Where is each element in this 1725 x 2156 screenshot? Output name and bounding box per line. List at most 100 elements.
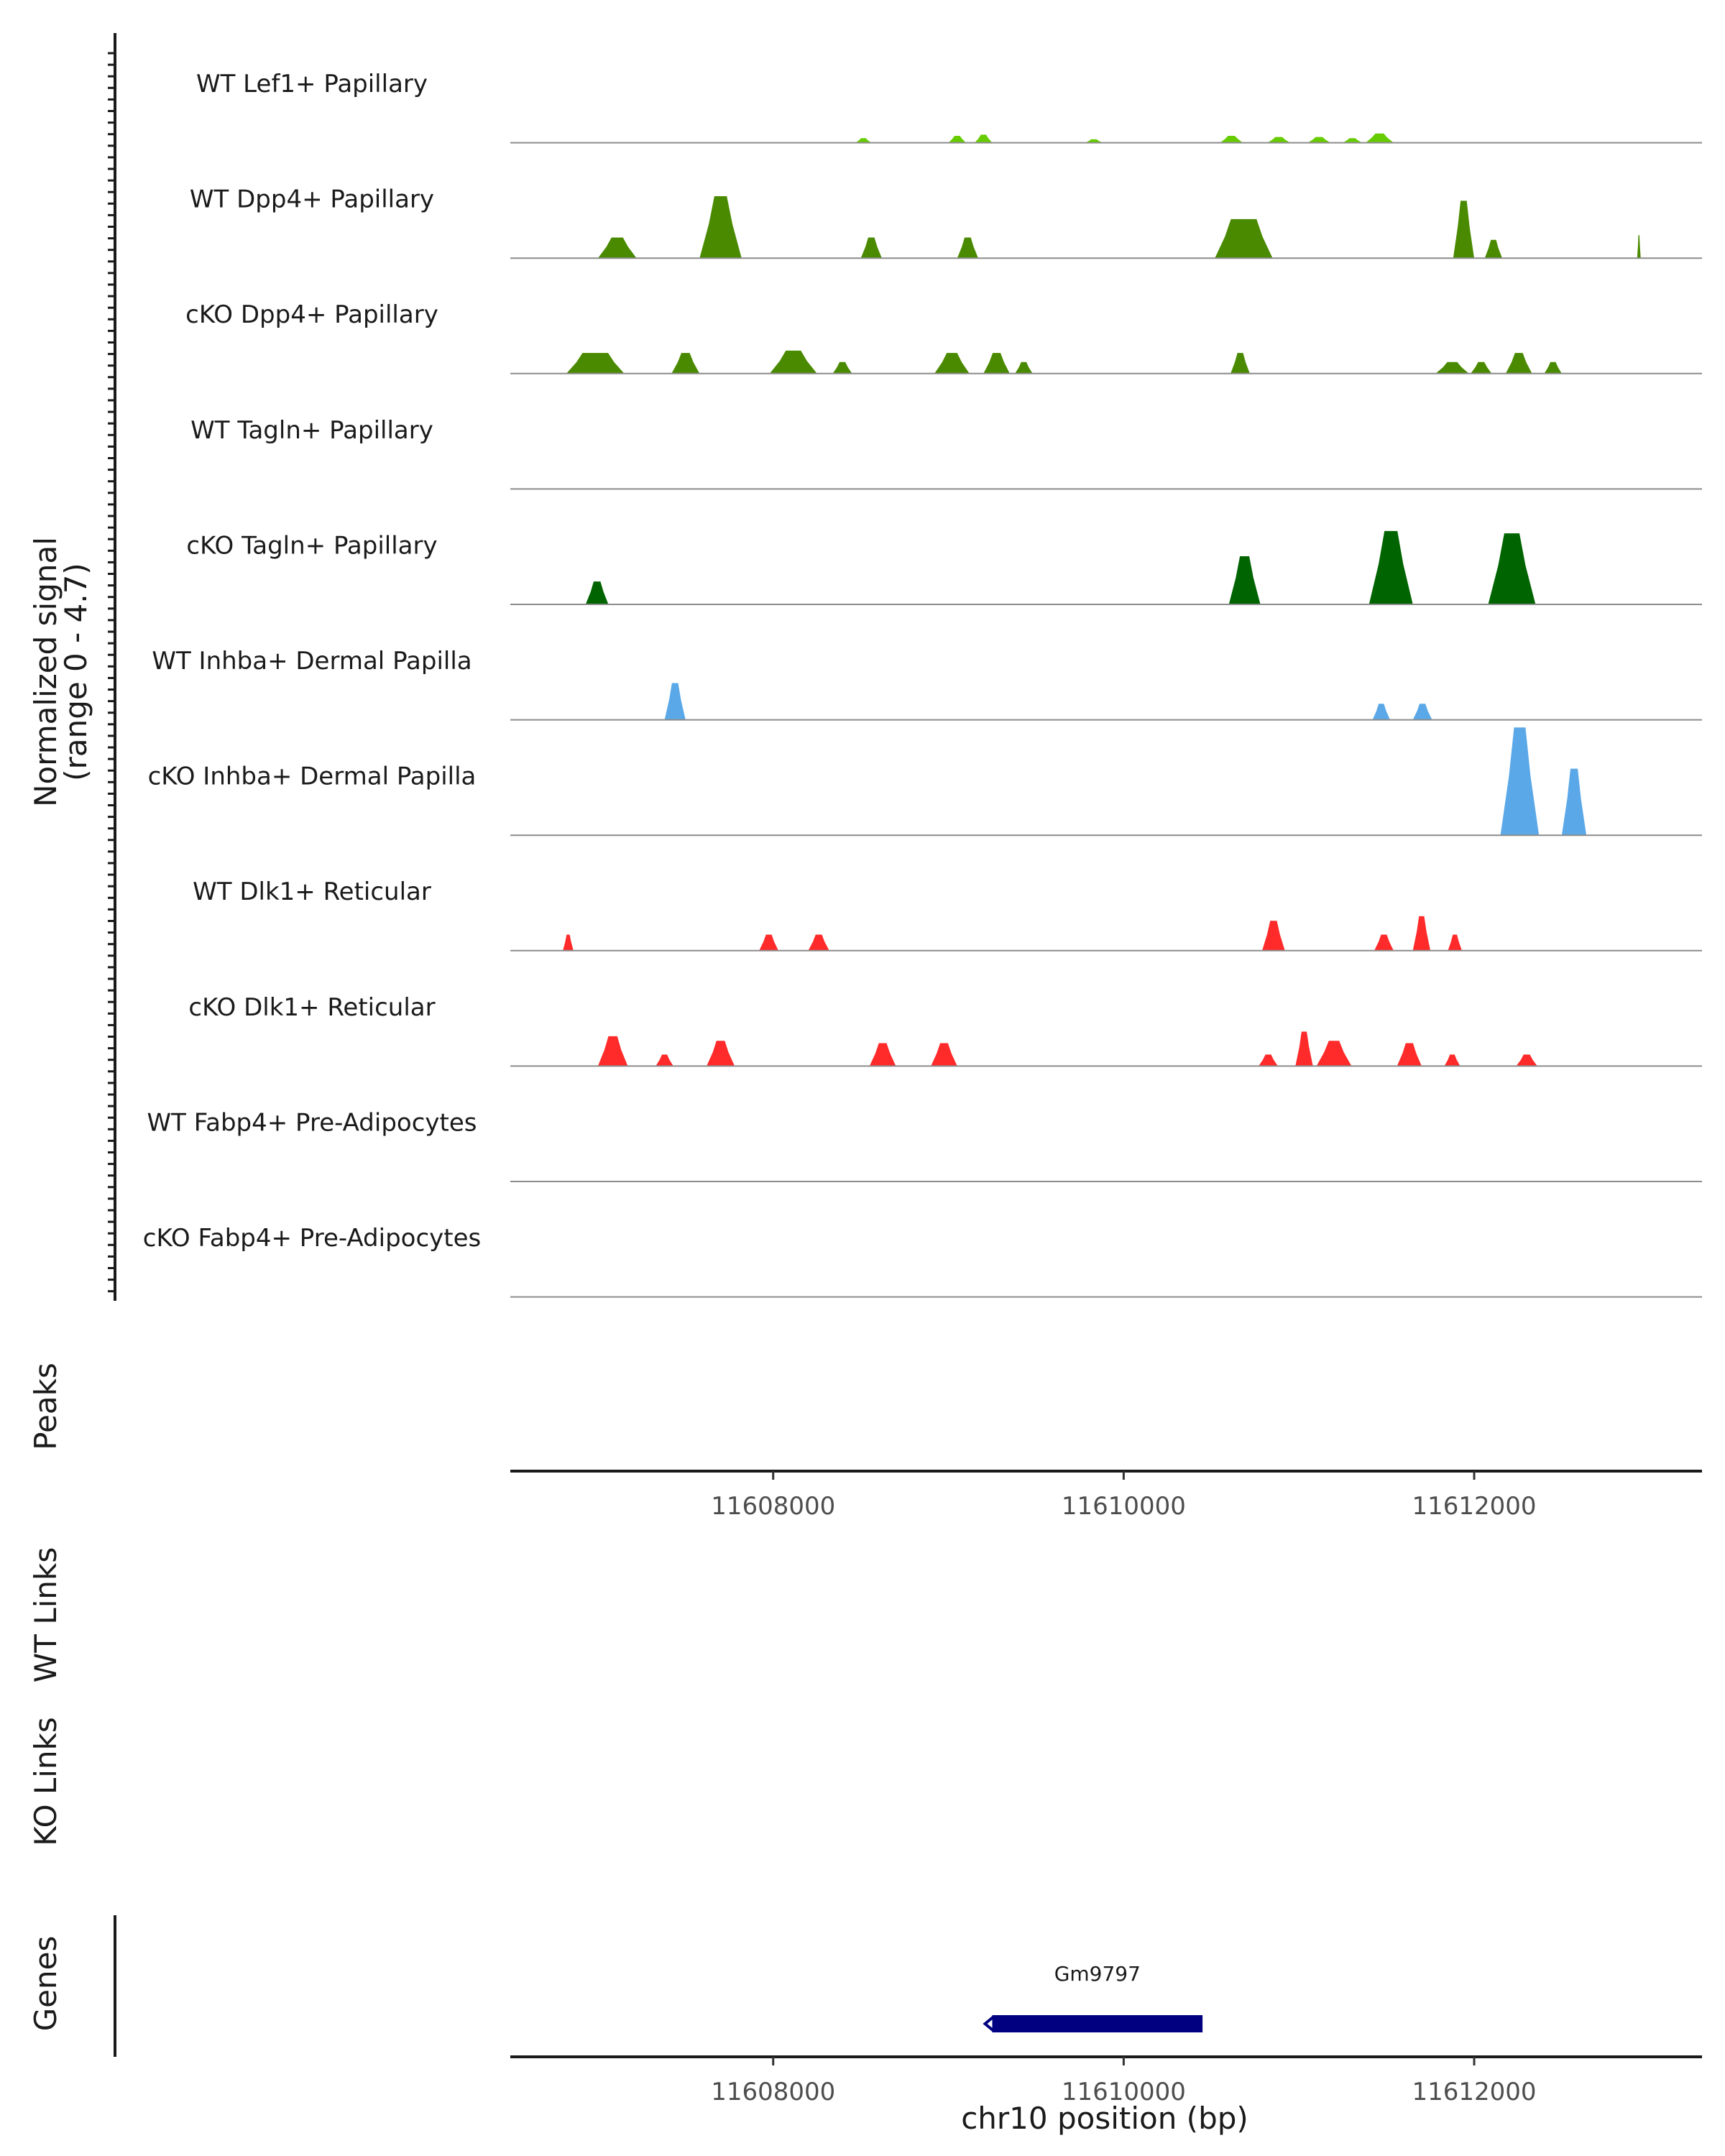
signal-peak (1544, 361, 1562, 374)
signal-peak (975, 134, 993, 143)
signal-peak (1368, 530, 1413, 604)
signal-peak (1374, 934, 1394, 951)
signal-peak (1435, 361, 1469, 374)
signal-peak (1230, 353, 1250, 374)
signal-peak (1015, 361, 1033, 374)
signal-peak (566, 353, 625, 374)
genes-track-label: Genes (28, 1936, 63, 2032)
signal-track: cKO Inhba+ Dermal Papilla (148, 727, 1702, 837)
signal-track: WT Inhba+ Dermal Papilla (152, 647, 1702, 721)
signal-track: cKO Fabp4+ Pre-Adipocytes (143, 1224, 1702, 1298)
signal-track: WT Dpp4+ Papillary (190, 185, 1702, 259)
signal-track: WT Lef1+ Papillary (196, 70, 1702, 144)
signal-peak (1448, 934, 1462, 951)
x-tick-label: 11610000 (1062, 1492, 1186, 1521)
track-label: cKO Dpp4+ Papillary (185, 300, 438, 329)
signal-peak (1484, 239, 1502, 259)
signal-peak (707, 1041, 735, 1067)
signal-peak (1228, 556, 1261, 604)
ko-links-track-label: KO Links (28, 1717, 63, 1846)
signal-peak (664, 683, 686, 720)
signal-peak (671, 353, 700, 374)
signal-track: cKO Tagln+ Papillary (186, 530, 1702, 605)
signal-peak (808, 934, 829, 951)
peaks-track-label: Peaks (28, 1363, 63, 1450)
signal-peak (869, 1043, 896, 1067)
x-tick-label: 11608000 (711, 2078, 835, 2106)
x-tick-label: 11608000 (711, 1492, 835, 1521)
signal-peak (860, 237, 882, 259)
signal-peak (931, 1043, 957, 1067)
track-label: WT Inhba+ Dermal Papilla (152, 647, 472, 676)
signal-peak (1471, 361, 1492, 374)
signal-peak (1307, 137, 1331, 143)
signal-y-axis (108, 33, 116, 1301)
x-tick-label: 11610000 (1062, 2078, 1186, 2106)
track-label: WT Tagln+ Papillary (190, 416, 433, 445)
signal-peak (832, 361, 852, 374)
signal-track: cKO Dpp4+ Papillary (185, 300, 1702, 374)
signal-peak (1516, 1054, 1537, 1067)
y-axis-title: Normalized signal (range 0 - 4.7) (28, 537, 93, 807)
x-axis-title: chr10 position (bp) (961, 2101, 1248, 2136)
x-tick-label: 11612000 (1412, 2078, 1536, 2106)
coverage-tracks: WT Lef1+ Papillary WT Dpp4+ Papillary cKO … (143, 70, 1702, 1298)
signal-peak (1259, 1054, 1278, 1067)
signal-peak (759, 934, 778, 951)
track-label: WT Fabp4+ Pre-Adipocytes (147, 1108, 477, 1137)
track-label: cKO Inhba+ Dermal Papilla (148, 763, 477, 791)
signal-track: cKO Dlk1+ Reticular (188, 993, 1702, 1067)
track-label: WT Dpp4+ Papillary (190, 185, 434, 214)
signal-peak (1215, 218, 1273, 259)
x-tick-label: 11612000 (1412, 1492, 1536, 1521)
signal-peak (1343, 138, 1362, 143)
signal-peak (934, 353, 970, 374)
y-axis-title-line1: Normalized signal (28, 537, 63, 807)
signal-peak (699, 196, 742, 259)
signal-peak (656, 1054, 673, 1067)
wt-links-track-label: WT Links (28, 1547, 63, 1682)
signal-peak (1365, 133, 1394, 143)
gene-label: Gm9797 (1054, 1962, 1141, 1986)
signal-peak (1267, 137, 1290, 143)
track-label: cKO Dlk1+ Reticular (188, 993, 435, 1022)
y-axis-title-line2: (range 0 - 4.7) (58, 563, 93, 781)
signal-track: WT Tagln+ Papillary (190, 416, 1702, 490)
signal-peak (1262, 921, 1285, 951)
signal-peak (983, 353, 1010, 374)
signal-peak (1295, 1031, 1313, 1067)
signal-peak (563, 934, 574, 951)
gene-annotations: Gm9797 (983, 1962, 1203, 2032)
signal-peak (1488, 533, 1536, 604)
signal-peak (769, 350, 817, 374)
signal-peak (1085, 139, 1103, 143)
signal-peak (1316, 1041, 1352, 1067)
gene-strand-arrow (983, 2015, 995, 2032)
x-axis-genes: 11608000 11610000 11612000 (510, 2055, 1702, 2106)
signal-peak (1397, 1043, 1422, 1067)
signal-peak (597, 237, 637, 259)
x-axis-peaks: 11608000 11610000 11612000 (510, 1470, 1702, 1521)
signal-peak (1500, 727, 1540, 836)
signal-track: WT Dlk1+ Reticular (193, 877, 1702, 952)
signal-peak (957, 237, 978, 259)
track-label: cKO Fabp4+ Pre-Adipocytes (143, 1224, 482, 1253)
signal-peak (1444, 1054, 1460, 1067)
signal-peak (948, 136, 966, 143)
signal-peak (1561, 768, 1587, 836)
signal-peak (1220, 136, 1243, 143)
track-label: WT Dlk1+ Reticular (193, 877, 431, 906)
signal-peak (1372, 704, 1390, 720)
signal-track: WT Fabp4+ Pre-Adipocytes (147, 1108, 1702, 1182)
signal-peak (1453, 201, 1474, 259)
signal-peak (1412, 704, 1432, 720)
signal-peak (1505, 353, 1532, 374)
gene-body (992, 2015, 1203, 2032)
signal-peak (585, 581, 609, 604)
signal-peak (597, 1036, 628, 1067)
signal-peak (855, 138, 872, 143)
track-label: cKO Tagln+ Papillary (186, 531, 437, 560)
track-label: WT Lef1+ Papillary (196, 70, 428, 98)
signal-peak (1637, 235, 1641, 259)
